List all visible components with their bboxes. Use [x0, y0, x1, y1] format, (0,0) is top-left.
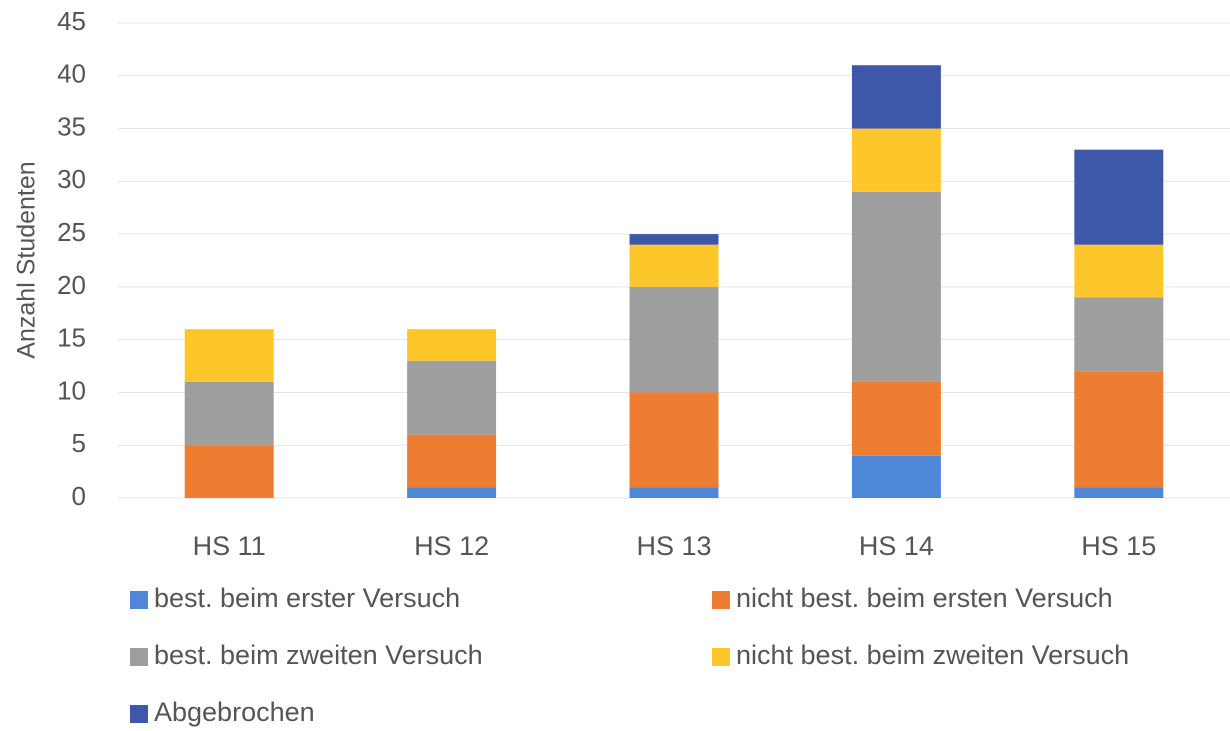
legend-label: Abgebrochen: [154, 697, 315, 727]
bar-segment: [184, 329, 274, 382]
y-tick-label: 10: [57, 375, 86, 405]
bar-segment: [407, 329, 497, 361]
bar-segment: [851, 128, 941, 192]
legend-label: nicht best. beim zweiten Versuch: [736, 640, 1129, 670]
bar-segment: [184, 445, 274, 498]
legend-swatch: [130, 591, 148, 609]
y-tick-label: 40: [57, 59, 86, 89]
bar-segment: [407, 434, 497, 488]
y-tick-label: 30: [57, 164, 86, 194]
bar-segment: [851, 191, 941, 382]
bar-segment: [629, 487, 719, 498]
x-tick-label: HS 11: [193, 531, 266, 561]
bar-segment: [851, 455, 941, 498]
legend-label: best. beim erster Versuch: [154, 583, 460, 613]
bar-segment: [629, 286, 719, 393]
bar-segment: [629, 234, 719, 245]
x-tick-label: HS 12: [414, 531, 489, 561]
y-tick-label: 5: [72, 428, 86, 458]
bar-segment: [1074, 487, 1164, 498]
y-tick-label: 15: [57, 323, 86, 353]
bar-segment: [1074, 371, 1164, 488]
bar-segment: [1074, 149, 1164, 245]
y-tick-label: 20: [57, 270, 86, 300]
legend-swatch: [712, 648, 730, 666]
bar-segment: [629, 392, 719, 488]
bar-segment: [407, 487, 497, 498]
y-tick-label: 25: [57, 217, 86, 247]
x-tick-label: HS 15: [1081, 531, 1156, 561]
x-tick-label: HS 13: [636, 531, 711, 561]
bar-segment: [1074, 297, 1164, 372]
x-tick-label: HS 14: [859, 531, 934, 561]
bar-segment: [851, 65, 941, 129]
bar-segment: [407, 360, 497, 435]
legend-swatch: [130, 648, 148, 666]
y-tick-label: 45: [57, 6, 86, 36]
legend-label: best. beim zweiten Versuch: [154, 640, 483, 670]
bar-segment: [629, 244, 719, 287]
bar-segment: [184, 381, 274, 446]
legend-swatch: [712, 591, 730, 609]
y-tick-label: 35: [57, 111, 86, 141]
bar-segment: [851, 381, 941, 456]
bar-segment: [1074, 244, 1164, 298]
legend-swatch: [130, 705, 148, 723]
legend-label: nicht best. beim ersten Versuch: [736, 583, 1113, 613]
y-tick-label: 0: [72, 481, 86, 511]
y-axis-title: Anzahl Studenten: [13, 161, 41, 358]
